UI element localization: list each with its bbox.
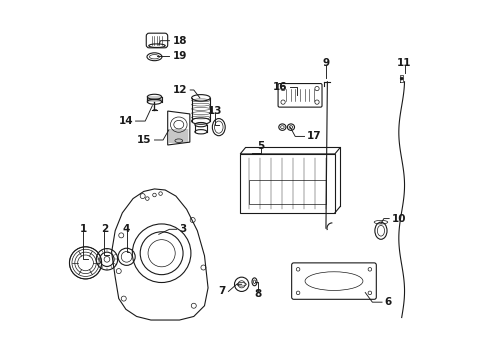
- Text: 3: 3: [179, 224, 186, 234]
- Text: 17: 17: [306, 131, 321, 141]
- Text: 6: 6: [384, 297, 391, 307]
- Text: 11: 11: [396, 58, 411, 68]
- Text: 12: 12: [172, 85, 187, 95]
- Text: 16: 16: [272, 82, 287, 92]
- Text: 10: 10: [391, 213, 406, 224]
- Text: 18: 18: [172, 36, 186, 46]
- Text: 9: 9: [322, 58, 329, 68]
- Circle shape: [400, 77, 402, 80]
- Text: 5: 5: [256, 141, 264, 151]
- Text: 14: 14: [118, 116, 133, 126]
- Text: 7: 7: [218, 287, 225, 296]
- Text: 1: 1: [79, 224, 86, 234]
- Text: 8: 8: [254, 289, 261, 298]
- Text: 15: 15: [137, 135, 151, 145]
- Text: 19: 19: [172, 51, 186, 61]
- Text: 13: 13: [207, 106, 222, 116]
- Text: 2: 2: [101, 224, 108, 234]
- Text: 4: 4: [122, 224, 130, 234]
